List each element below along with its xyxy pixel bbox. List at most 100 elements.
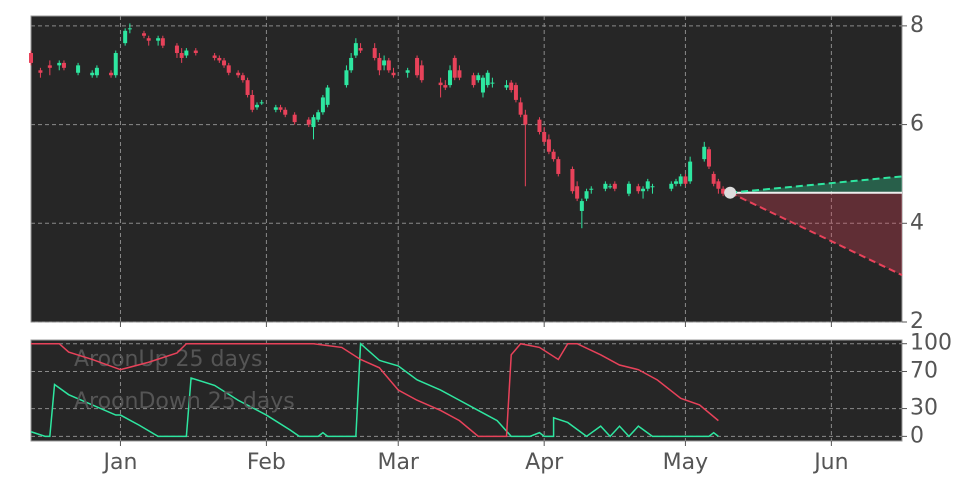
candle-body	[90, 72, 95, 76]
candle-body	[669, 183, 674, 189]
candle-body	[471, 75, 476, 86]
candle-body	[419, 65, 424, 81]
candle-body	[480, 77, 485, 93]
candle-body	[551, 151, 556, 160]
candle-body	[38, 70, 43, 73]
candle-body	[160, 38, 165, 46]
candle-body	[273, 107, 278, 110]
candle-body	[556, 159, 561, 174]
price-panel	[30, 15, 903, 323]
aroon-panel	[30, 339, 903, 442]
candle-body	[94, 67, 99, 76]
candle-body	[415, 57, 420, 76]
candle-body	[443, 85, 448, 88]
y-tick-label: 70	[910, 359, 938, 384]
candle-body	[292, 114, 297, 123]
candle-body	[678, 176, 683, 184]
y-tick-label: 0	[910, 423, 924, 448]
candle-body	[683, 176, 688, 184]
candle-body	[504, 85, 509, 88]
candle-body	[706, 149, 711, 167]
x-tick-label: Feb	[247, 450, 286, 475]
candle-body	[626, 183, 631, 194]
candle-body	[542, 131, 547, 142]
candle-body	[513, 85, 518, 100]
forecast-down	[729, 191, 903, 277]
y-tick-label: 6	[910, 112, 924, 137]
aroon-line	[30, 342, 719, 438]
candle-body	[320, 97, 325, 113]
candle-body	[349, 57, 354, 71]
forecast-dot	[724, 186, 737, 199]
candle-body	[485, 72, 490, 86]
candle-body	[306, 119, 311, 125]
candle-body	[537, 119, 542, 132]
candle-body	[156, 38, 161, 41]
forecast-up-area	[730, 176, 902, 193]
x-tick-label: May	[663, 450, 708, 475]
candle-body	[603, 183, 608, 189]
candle-body	[47, 65, 52, 68]
y-tick-label: 30	[910, 396, 938, 421]
candle-body	[113, 53, 118, 76]
forecast-down-area	[730, 192, 902, 276]
candle-body	[674, 181, 679, 184]
candle-body	[391, 72, 396, 76]
candle-body	[650, 186, 655, 188]
candle-body	[61, 62, 66, 68]
candle-body	[358, 48, 363, 51]
candle-body	[109, 72, 114, 76]
candle-body	[212, 55, 217, 58]
candle-body	[645, 181, 650, 189]
candle-body	[641, 188, 646, 192]
candle-body	[123, 30, 128, 44]
candle-body	[226, 65, 231, 73]
candle-body	[184, 50, 189, 56]
candle-body	[127, 28, 132, 30]
candle-body	[405, 70, 410, 73]
x-tick-label: Mar	[377, 450, 419, 475]
candle-body	[222, 60, 227, 66]
x-tick-label: Apr	[525, 450, 564, 475]
candle-body	[311, 117, 316, 128]
candle-body	[250, 94, 255, 110]
candle-body	[716, 181, 721, 189]
candle-body	[575, 186, 580, 199]
candle-body	[236, 72, 241, 76]
candle-body	[386, 60, 391, 71]
candle-body	[589, 188, 594, 190]
y-tick-label: 2	[910, 309, 924, 334]
candle-body	[579, 201, 584, 211]
candle-body	[254, 104, 259, 108]
candle-body	[546, 139, 551, 152]
candle-body	[608, 186, 613, 188]
candle-body	[245, 80, 250, 95]
x-tick-label: Jan	[101, 450, 137, 475]
candle-body	[344, 70, 349, 86]
candle-body	[29, 53, 33, 63]
candle-body	[448, 70, 453, 86]
y-tick-label: 4	[910, 210, 924, 235]
candle-body	[570, 169, 575, 192]
candle-body	[353, 43, 358, 56]
candle-body	[612, 183, 617, 189]
candle-body	[141, 33, 146, 36]
candle-body	[57, 62, 62, 66]
candle-body	[179, 53, 184, 58]
candle-body	[382, 60, 387, 66]
candle-body	[283, 109, 288, 115]
y-tick-label: 100	[910, 331, 952, 356]
candle-body	[490, 82, 495, 84]
candle-body	[688, 161, 693, 182]
candle-body	[174, 45, 179, 54]
candle-body	[584, 191, 589, 199]
candle-body	[711, 173, 716, 184]
candle-body	[438, 82, 443, 86]
legend-entry: AroonDown 25 days	[74, 389, 295, 414]
candle-body	[509, 82, 514, 91]
candle-body	[278, 107, 283, 110]
candle-body	[377, 57, 382, 71]
candle-body	[518, 102, 523, 115]
candle-body	[76, 65, 81, 73]
